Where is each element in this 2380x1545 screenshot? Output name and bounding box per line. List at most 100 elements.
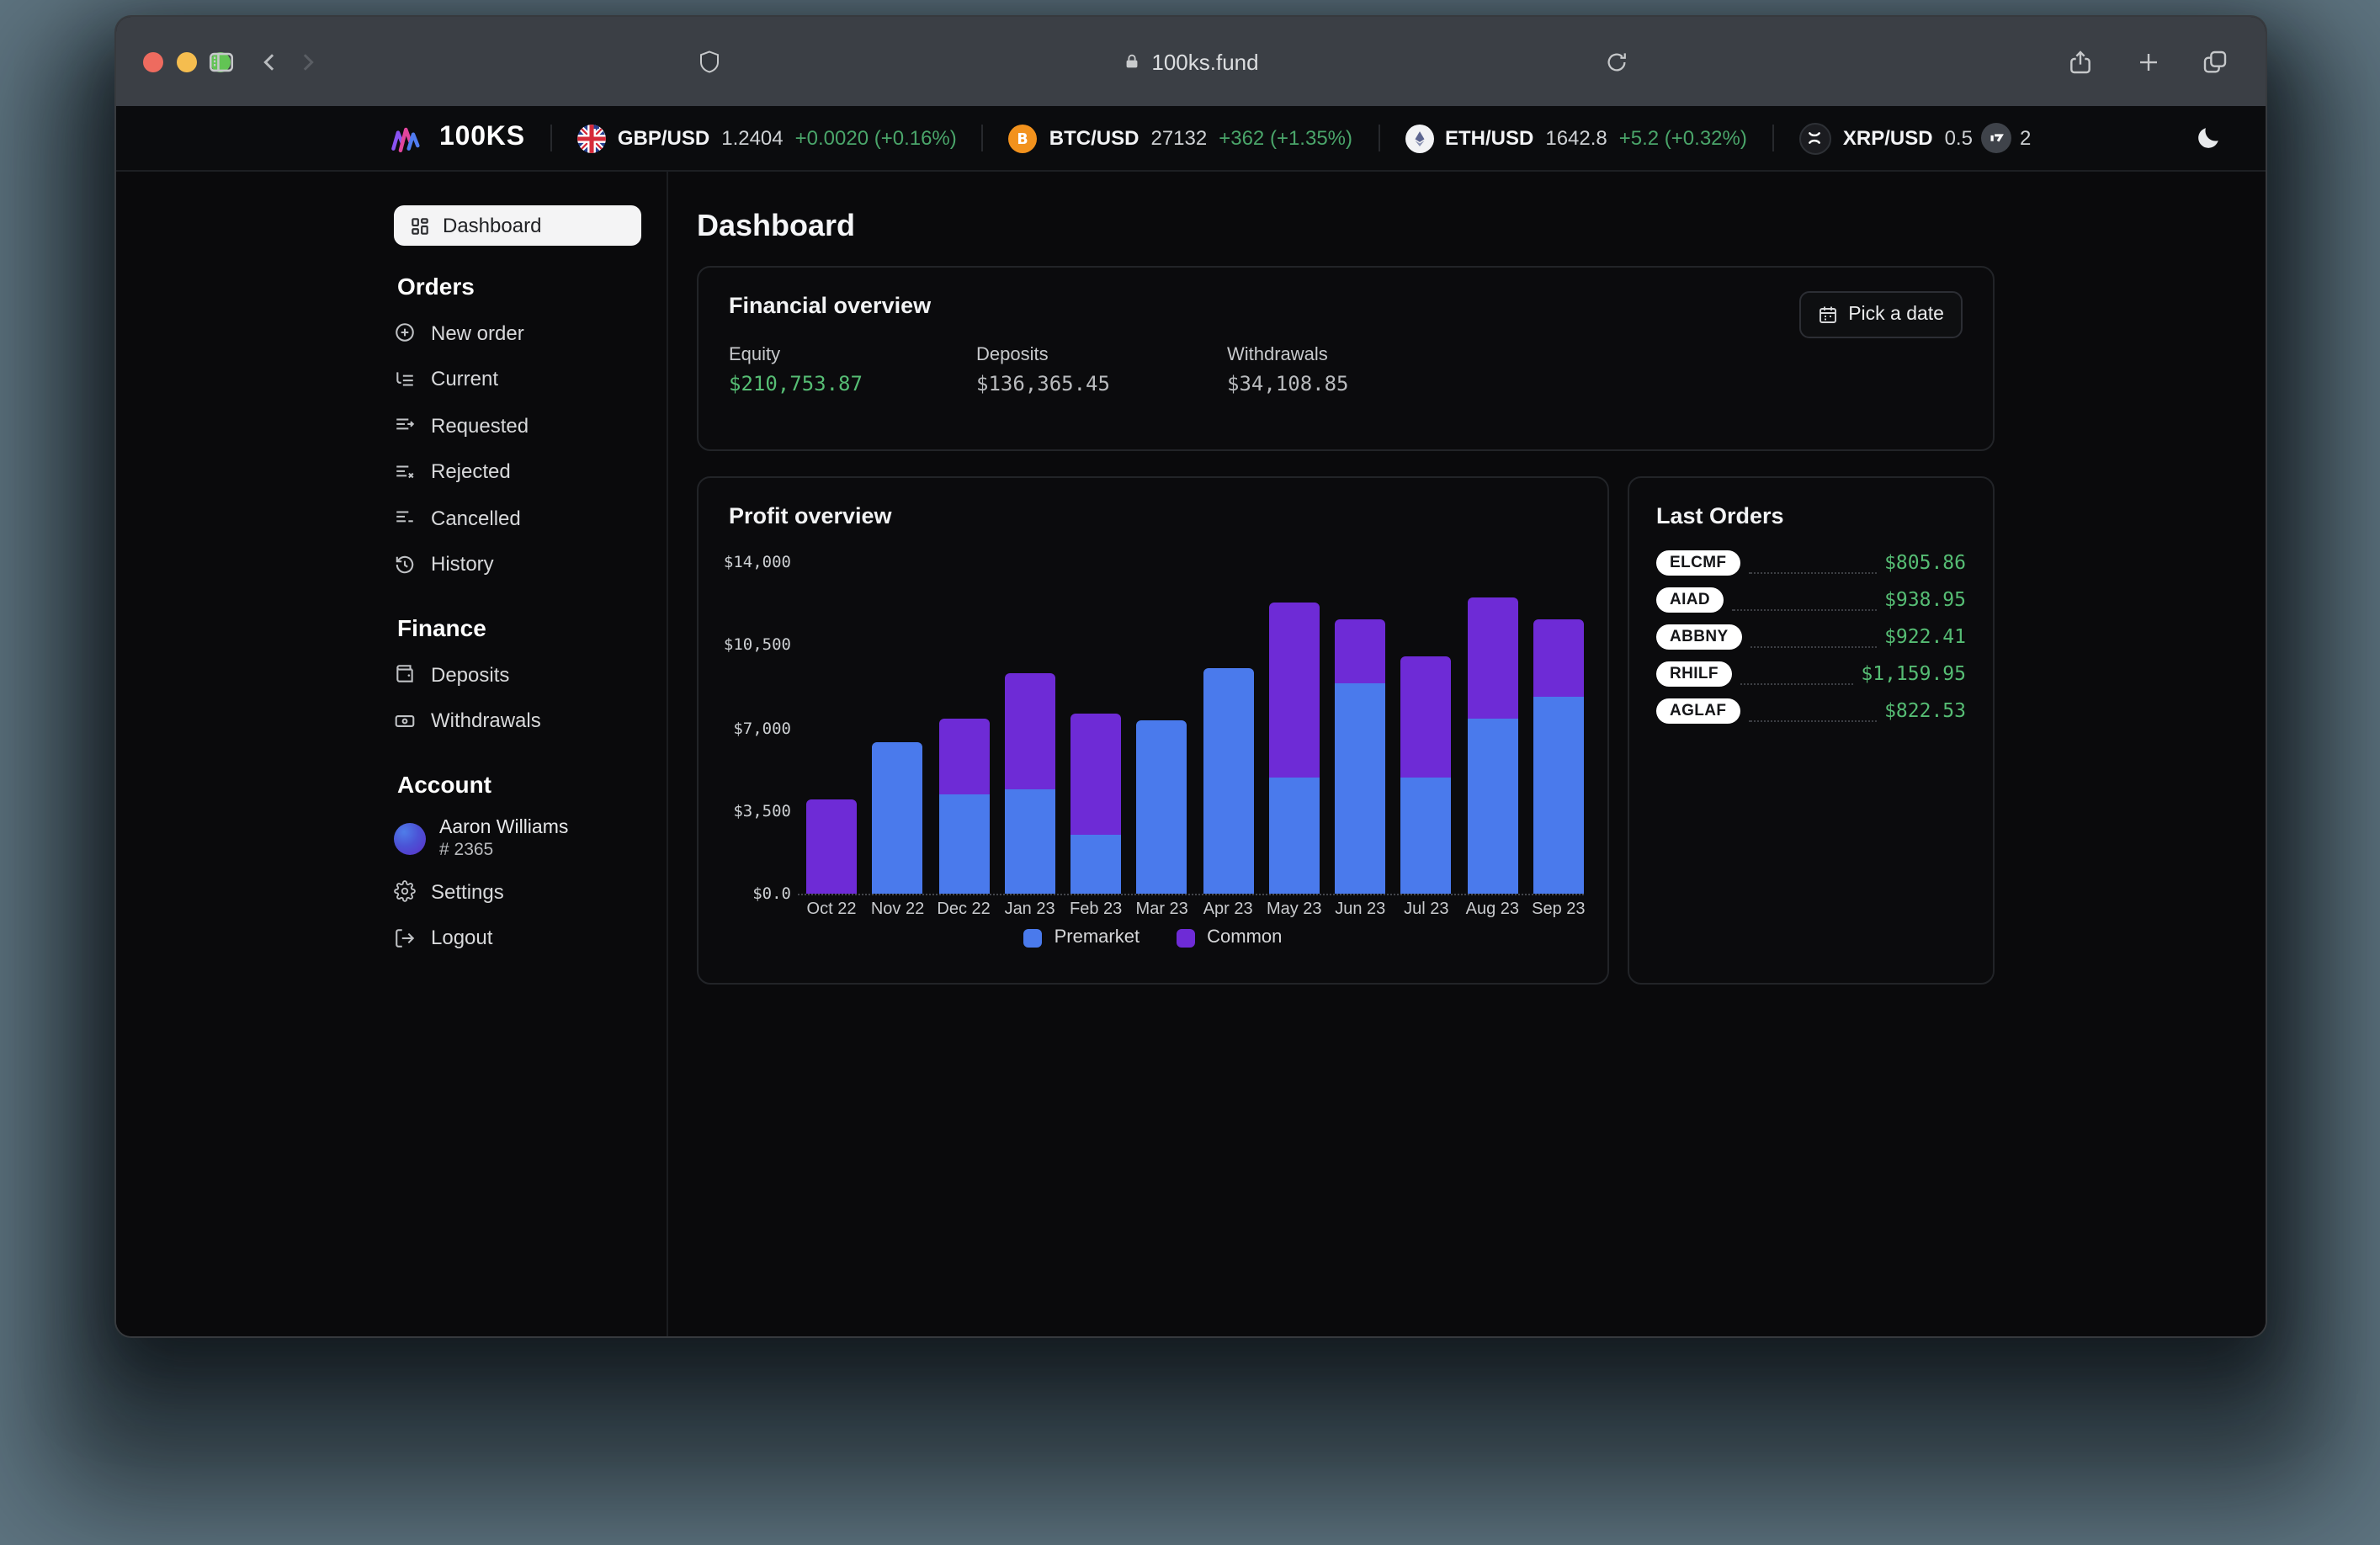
url-field[interactable]: 100ks.fund <box>116 49 2266 74</box>
stat-equity: Equity $210,753.87 <box>729 345 976 396</box>
close-button[interactable] <box>143 51 163 72</box>
xrp-icon <box>1798 122 1831 154</box>
x-axis-label: Oct 22 <box>806 900 857 919</box>
bar-nov-22 <box>872 562 923 894</box>
webpage: 100KS <box>116 106 2266 1336</box>
pair-change: +5.2 (+0.32%) <box>1618 126 1747 150</box>
bar-segment-premarket <box>1533 697 1584 894</box>
bar-segment-common <box>938 718 990 794</box>
sidebar-item-label: Withdrawals <box>431 709 541 733</box>
pair-name: BTC/USD <box>1049 126 1140 150</box>
divider <box>981 125 984 151</box>
forward-button[interactable] <box>295 49 320 74</box>
privacy-shield-icon[interactable] <box>697 47 722 76</box>
sidebar-toggle-button[interactable] <box>207 47 236 76</box>
profit-chart-legend: Premarket Common <box>699 927 1607 948</box>
bar-segment-common <box>1533 619 1584 698</box>
order-row: ABBNY $922.41 <box>1656 618 1966 655</box>
x-axis-label: May 23 <box>1266 900 1322 919</box>
list-minus-icon <box>396 511 413 523</box>
sidebar-item-new-order[interactable]: New order <box>394 310 641 356</box>
y-axis-tick: $3,500 <box>733 802 791 821</box>
bar-segment-premarket <box>1335 682 1386 894</box>
last-orders-title: Last Orders <box>1656 503 1784 528</box>
user-id: # 2365 <box>439 839 494 859</box>
tabs-overview-button[interactable] <box>2202 48 2229 75</box>
profit-overview-title: Profit overview <box>729 503 892 528</box>
order-amount: $1,159.95 <box>1861 661 1966 685</box>
sidebar-item-label: Current <box>431 367 499 391</box>
dashboard-grid-icon <box>412 217 428 234</box>
minimize-button[interactable] <box>177 51 197 72</box>
x-axis-label: Nov 22 <box>870 900 925 919</box>
pick-a-date-label: Pick a date <box>1848 305 1944 325</box>
sidebar-item-label: New order <box>431 321 524 345</box>
x-axis-label: Jul 23 <box>1404 900 1449 919</box>
sidebar-item-requested[interactable]: Requested <box>394 402 641 449</box>
btc-icon: B <box>1008 124 1038 152</box>
bar-jul-23 <box>1400 562 1452 894</box>
new-tab-button[interactable] <box>2136 49 2161 74</box>
sidebar-item-settings[interactable]: Settings <box>394 868 641 915</box>
list-tree-icon <box>396 371 413 386</box>
x-axis-label: Apr 23 <box>1203 900 1253 919</box>
stat-deposits: Deposits $136,365.45 <box>976 345 1227 396</box>
bar-segment-premarket <box>1136 720 1187 894</box>
x-axis-label: Feb 23 <box>1070 900 1123 919</box>
bar-sep-23 <box>1533 562 1584 894</box>
tradingview-badge[interactable] <box>1980 123 2011 153</box>
ticker-gbp-usd: GBP/USD 1.2404 +0.0020 (+0.16%) <box>576 124 957 152</box>
bar-segment-premarket <box>872 741 923 894</box>
bar-segment-common <box>806 799 857 894</box>
x-axis-label: Dec 22 <box>937 900 991 919</box>
back-button[interactable] <box>258 49 283 74</box>
sidebar-item-cancelled[interactable]: Cancelled <box>394 495 641 541</box>
sidebar-item-label: Logout <box>431 926 493 950</box>
sidebar-item-history[interactable]: History <box>394 541 641 587</box>
stat-label: Equity <box>729 345 781 365</box>
sidebar-item-deposits[interactable]: Deposits <box>394 651 641 698</box>
bar-dec-22 <box>938 562 990 894</box>
share-button[interactable] <box>2067 47 2094 76</box>
bar-segment-common <box>1004 673 1055 790</box>
theme-toggle-moon-icon[interactable] <box>2195 125 2222 151</box>
profit-chart-yaxis: $0.0 $3,500 $7,000 $10,500 $14,000 <box>724 554 1584 904</box>
account-heading: Account <box>397 771 491 798</box>
bar-jan-23 <box>1004 562 1055 894</box>
bar-apr-23 <box>1203 562 1254 894</box>
brand-logo[interactable]: 100KS <box>389 123 525 153</box>
pair-name: GBP/USD <box>617 126 710 150</box>
order-ticker-badge: ABBNY <box>1656 624 1742 649</box>
pair-change: +362 (+1.35%) <box>1219 126 1352 150</box>
legend-item-common: Common <box>1177 927 1282 948</box>
divider <box>550 125 552 151</box>
avatar <box>394 822 426 854</box>
sidebar-item-dashboard[interactable]: Dashboard <box>394 205 641 246</box>
waveform-logo-icon <box>391 126 420 152</box>
financial-overview-title: Financial overview <box>729 293 932 318</box>
bar-feb-23 <box>1070 562 1122 894</box>
x-axis-label: Jan 23 <box>1004 900 1055 919</box>
pair-change: +0.0020 (+0.16%) <box>794 126 957 150</box>
sidebar-item-rejected[interactable]: Rejected <box>394 449 641 495</box>
sidebar-item-current[interactable]: Current <box>394 356 641 402</box>
page-title: Dashboard <box>697 209 856 242</box>
reload-button[interactable] <box>1604 49 1629 74</box>
bar-segment-common <box>1467 597 1518 719</box>
stat-value: $136,365.45 <box>976 372 1110 396</box>
sidebar-item-label: Deposits <box>431 662 510 687</box>
bar-segment-premarket <box>1004 789 1055 894</box>
sidebar: Dashboard Orders New order <box>116 172 668 1336</box>
dotted-leader <box>1748 720 1877 722</box>
user-row: Aaron Williams # 2365 <box>394 811 641 865</box>
bar-jun-23 <box>1335 562 1386 894</box>
bar-segment-common <box>1268 602 1320 778</box>
svg-text:B: B <box>1017 130 1028 147</box>
pair-value-end: 2 <box>2019 126 2032 150</box>
bar-oct-22 <box>806 562 857 894</box>
pick-a-date-button[interactable]: Pick a date <box>1799 291 1963 338</box>
sidebar-item-logout[interactable]: Logout <box>394 915 641 961</box>
sidebar-item-withdrawals[interactable]: Withdrawals <box>394 698 641 744</box>
bar-segment-premarket <box>1070 834 1122 894</box>
